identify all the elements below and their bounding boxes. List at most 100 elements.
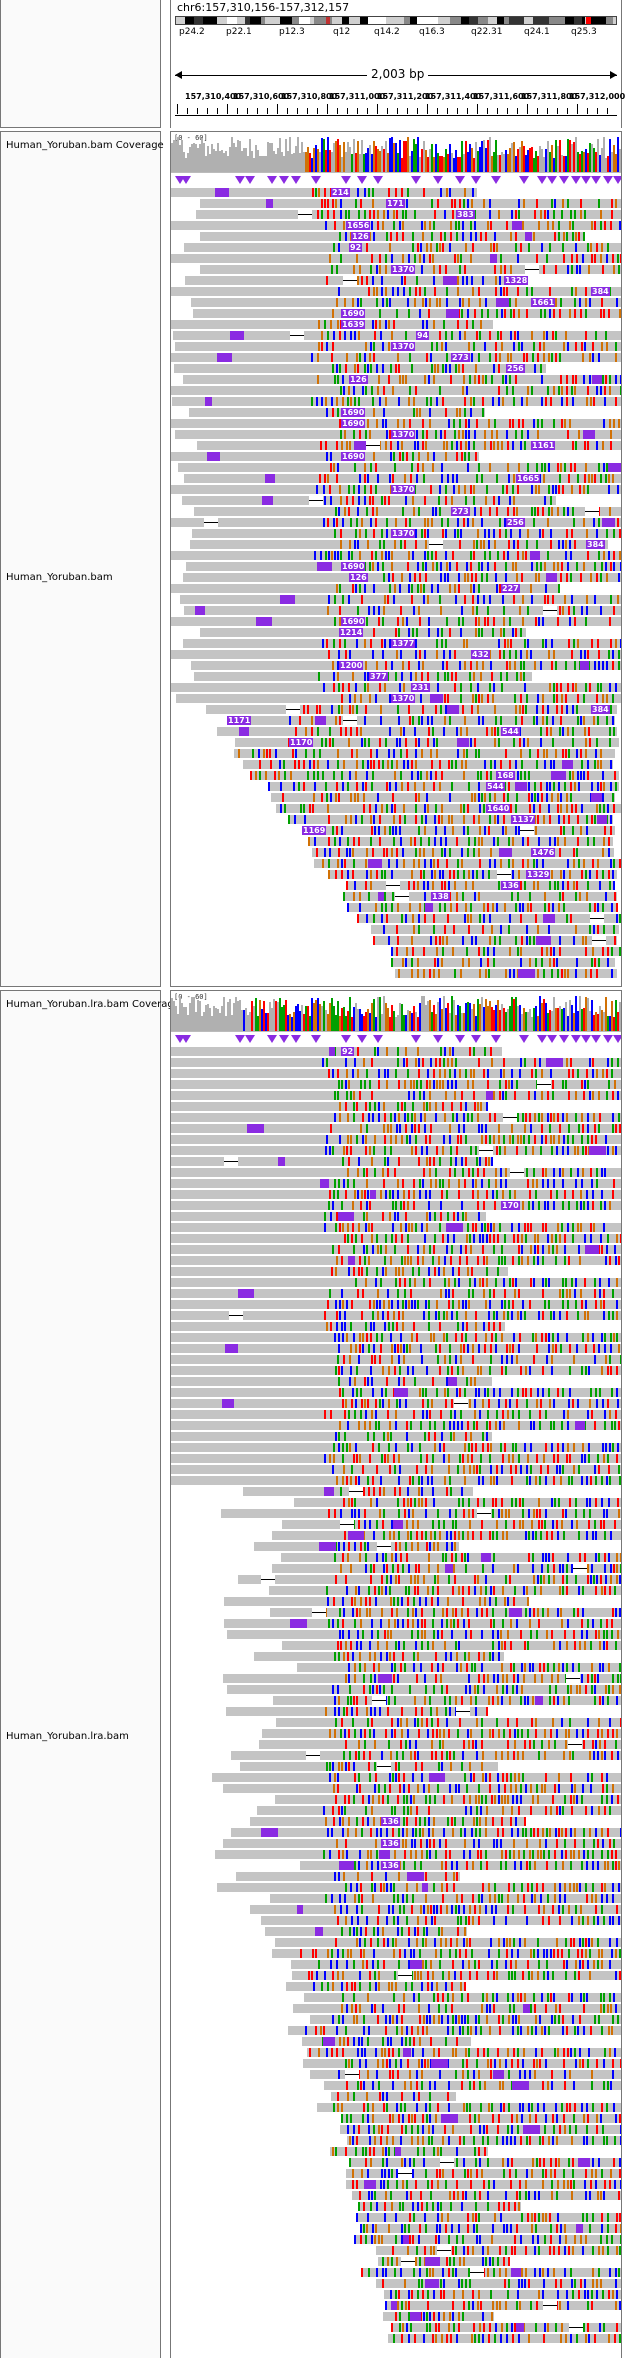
- insertion-size-label[interactable]: 1169: [302, 826, 326, 835]
- insertion-block[interactable]: [266, 199, 273, 208]
- insertion-block[interactable]: [324, 1487, 334, 1496]
- insertion-marker-icon[interactable]: [267, 176, 277, 184]
- insertion-block[interactable]: [530, 551, 540, 560]
- insertion-marker-icon[interactable]: [311, 1035, 321, 1043]
- read-alignment[interactable]: [171, 1300, 621, 1309]
- read-alignment[interactable]: [171, 1212, 486, 1221]
- insertion-size-label[interactable]: 1370: [391, 342, 415, 351]
- insertion-block[interactable]: [551, 771, 566, 780]
- insertion-marker-icon[interactable]: [357, 176, 367, 184]
- insertion-block[interactable]: [348, 1256, 355, 1265]
- insertion-size-label[interactable]: 1661: [531, 298, 555, 307]
- insertion-block[interactable]: [265, 474, 275, 483]
- insertion-size-label[interactable]: 138: [431, 892, 450, 901]
- insertion-marker-icon[interactable]: [591, 176, 601, 184]
- read-alignment[interactable]: [178, 463, 621, 472]
- insertion-block[interactable]: [320, 1179, 329, 1188]
- insertion-marker-icon[interactable]: [471, 176, 481, 184]
- insertion-block[interactable]: [195, 606, 205, 615]
- insertion-marker-icon[interactable]: [471, 1035, 481, 1043]
- track1-coverage-track[interactable]: [0 - 60]: [171, 132, 621, 173]
- insertion-block[interactable]: [448, 1377, 457, 1386]
- insertion-marker-icon[interactable]: [341, 176, 351, 184]
- read-alignment[interactable]: [171, 254, 621, 263]
- insertion-block[interactable]: [580, 661, 589, 670]
- insertion-block[interactable]: [222, 1399, 234, 1408]
- insertion-size-label[interactable]: 126: [349, 375, 368, 384]
- insertion-marker-icon[interactable]: [341, 1035, 351, 1043]
- insertion-block[interactable]: [447, 705, 459, 714]
- read-alignment[interactable]: [171, 1355, 621, 1364]
- insertion-block[interactable]: [443, 276, 457, 285]
- read-alignment[interactable]: [190, 540, 608, 549]
- insertion-block[interactable]: [602, 518, 615, 527]
- insertion-marker-icon[interactable]: [613, 1035, 622, 1043]
- insertion-block[interactable]: [546, 573, 557, 582]
- insertion-size-label[interactable]: 126: [349, 573, 368, 582]
- insertion-size-label[interactable]: 94: [416, 331, 429, 340]
- insertion-marker-icon[interactable]: [291, 1035, 301, 1043]
- insertion-block[interactable]: [597, 815, 607, 824]
- insertion-marker-icon[interactable]: [591, 1035, 601, 1043]
- insertion-size-label[interactable]: 544: [501, 727, 520, 736]
- insertion-block[interactable]: [368, 859, 382, 868]
- read-alignment[interactable]: [171, 1102, 487, 1111]
- read-alignment[interactable]: [193, 309, 621, 318]
- read-alignment[interactable]: [171, 1146, 621, 1155]
- read-alignment[interactable]: [172, 397, 621, 406]
- read-alignment[interactable]: [171, 617, 621, 626]
- insertion-size-label[interactable]: 1214: [339, 628, 363, 637]
- insertion-marker-icon[interactable]: [373, 176, 383, 184]
- insertion-marker-icon[interactable]: [603, 176, 613, 184]
- insertion-size-label[interactable]: 273: [451, 353, 470, 362]
- insertion-size-label[interactable]: 1370: [391, 430, 415, 439]
- insertion-marker-icon[interactable]: [455, 176, 465, 184]
- insertion-block[interactable]: [546, 1058, 563, 1067]
- insertion-block[interactable]: [608, 463, 622, 472]
- insertion-size-label[interactable]: 1690: [341, 562, 365, 571]
- insertion-marker-icon[interactable]: [571, 176, 581, 184]
- insertion-marker-icon[interactable]: [491, 1035, 501, 1043]
- insertion-block[interactable]: [589, 1146, 606, 1155]
- read-alignment[interactable]: [268, 782, 619, 791]
- read-alignment[interactable]: [217, 727, 617, 736]
- insertion-block[interactable]: [525, 232, 532, 241]
- insertion-size-label[interactable]: 1476: [531, 848, 555, 857]
- insertion-size-label[interactable]: 1690: [341, 419, 365, 428]
- read-alignment[interactable]: [171, 1157, 493, 1166]
- insertion-marker-icon[interactable]: [537, 1035, 547, 1043]
- insertion-marker-icon[interactable]: [373, 1035, 383, 1043]
- insertion-block[interactable]: [230, 331, 244, 340]
- insertion-block[interactable]: [378, 892, 384, 901]
- insertion-marker-icon[interactable]: [411, 176, 421, 184]
- insertion-size-label[interactable]: 92: [341, 1047, 354, 1056]
- insertion-block[interactable]: [592, 375, 602, 384]
- insertion-size-label[interactable]: 432: [471, 650, 490, 659]
- insertion-marker-icon[interactable]: [235, 176, 245, 184]
- insertion-block[interactable]: [317, 562, 332, 571]
- insertion-size-label[interactable]: 227: [501, 584, 520, 593]
- insertion-block[interactable]: [446, 1223, 463, 1232]
- insertion-size-label[interactable]: 377: [369, 672, 388, 681]
- insertion-marker-icon[interactable]: [613, 176, 622, 184]
- insertion-block[interactable]: [486, 1091, 493, 1100]
- insertion-size-label[interactable]: 231: [411, 683, 430, 692]
- insertion-size-label[interactable]: 1690: [341, 408, 365, 417]
- read-alignment[interactable]: [171, 1432, 492, 1441]
- insertion-size-label[interactable]: 384: [591, 287, 610, 296]
- insertion-size-label[interactable]: 1370: [391, 265, 415, 274]
- insertion-marker-icon[interactable]: [491, 176, 501, 184]
- insertion-block[interactable]: [512, 221, 522, 230]
- read-alignment[interactable]: [312, 848, 614, 857]
- read-alignment[interactable]: [171, 1366, 621, 1375]
- insertion-size-label[interactable]: 171: [386, 199, 405, 208]
- insertion-size-label[interactable]: 273: [451, 507, 470, 516]
- insertion-size-label[interactable]: 214: [331, 188, 350, 197]
- insertion-block[interactable]: [543, 914, 555, 923]
- insertion-marker-icon[interactable]: [181, 1035, 191, 1043]
- insertion-marker-icon[interactable]: [537, 176, 547, 184]
- insertion-block[interactable]: [515, 782, 527, 791]
- read-alignment[interactable]: [171, 1465, 621, 1474]
- insertion-size-label[interactable]: 383: [456, 210, 475, 219]
- insertion-block[interactable]: [591, 793, 602, 802]
